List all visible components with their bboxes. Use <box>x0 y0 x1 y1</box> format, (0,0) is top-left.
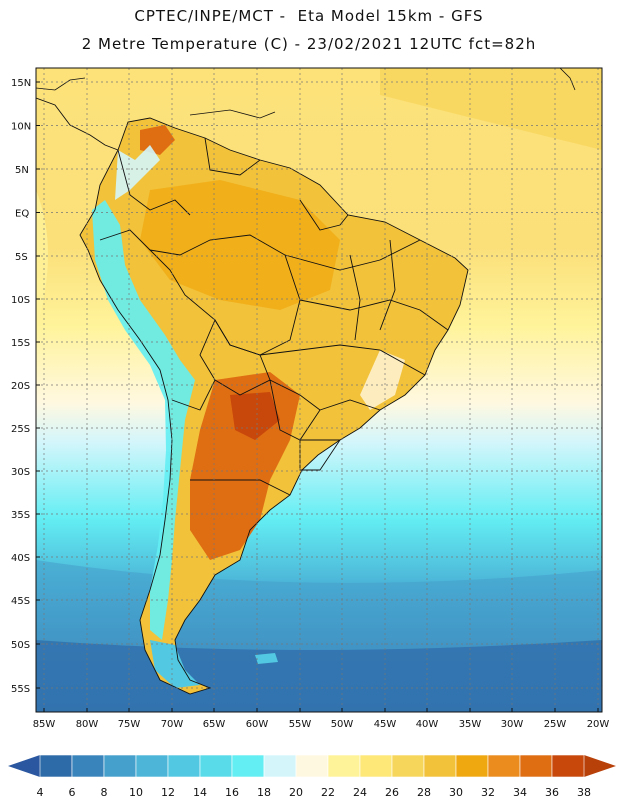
colorbar-tick-label: 36 <box>545 786 559 799</box>
colorbar-swatch <box>551 754 585 778</box>
lon-label: 65W <box>203 719 226 730</box>
lon-label: 35W <box>459 719 482 730</box>
colorbar-tick-label: 12 <box>161 786 175 799</box>
colorbar-tick-label: 8 <box>101 786 108 799</box>
colorbar-swatch <box>39 754 73 778</box>
lat-label: 5N <box>15 165 29 176</box>
colorbar-swatch <box>263 754 297 778</box>
lat-label: 10S <box>11 295 30 306</box>
colorbar-left-arrow <box>8 755 40 777</box>
colorbar-tick-label: 18 <box>257 786 271 799</box>
lat-label: 40S <box>11 553 30 564</box>
lon-label: 85W <box>33 719 56 730</box>
colorbar-swatch <box>327 754 361 778</box>
colorbar-tick-label: 6 <box>69 786 76 799</box>
colorbar-swatch <box>391 754 425 778</box>
map-title-line1: CPTEC/INPE/MCT - Eta Model 15km - GFS <box>134 7 484 25</box>
lon-label: 45W <box>374 719 397 730</box>
lon-label: 40W <box>416 719 439 730</box>
map-title-line2: 2 Metre Temperature (C) - 23/02/2021 12U… <box>81 35 537 53</box>
lat-label: 45S <box>11 596 30 607</box>
colorbar-swatch <box>167 754 201 778</box>
longitude-labels: 85W 80W 75W 70W 65W 60W 55W 50W 45W 40W … <box>33 719 610 730</box>
colorbar-right-arrow <box>584 755 616 777</box>
colorbar-swatch <box>487 754 521 778</box>
lat-label: 25S <box>11 424 30 435</box>
colorbar-swatch <box>199 754 233 778</box>
colorbar-swatch <box>295 754 329 778</box>
colorbar-tick-label: 22 <box>321 786 335 799</box>
lat-label: 5S <box>15 252 28 263</box>
lat-label: EQ <box>15 209 29 220</box>
lon-label: 60W <box>246 719 269 730</box>
graticule <box>36 68 602 712</box>
lon-label: 55W <box>289 719 312 730</box>
lon-label: 20W <box>587 719 610 730</box>
lon-label: 80W <box>76 719 99 730</box>
colorbar-swatch <box>231 754 265 778</box>
lon-label: 25W <box>544 719 567 730</box>
colorbar-swatch <box>519 754 553 778</box>
colorbar-tick-label: 10 <box>129 786 143 799</box>
colorbar-tick-label: 24 <box>353 786 367 799</box>
colorbar-tick-label: 20 <box>289 786 303 799</box>
latitude-labels: 15N 10N 5N EQ 5S 10S 15S 20S 25S 30S 35S… <box>11 78 31 695</box>
lat-label: 55S <box>11 684 30 695</box>
colorbar-swatch <box>359 754 393 778</box>
colorbar-swatch <box>455 754 489 778</box>
lat-label: 50S <box>11 640 30 651</box>
lon-label: 70W <box>161 719 184 730</box>
colorbar-tick-label: 34 <box>513 786 527 799</box>
colorbar: 4 6 8 10 12 14 16 18 20 22 24 26 28 30 32 34 36 38 <box>8 754 616 799</box>
lat-label: 15N <box>11 78 31 89</box>
country-borders <box>79 117 469 695</box>
lon-label: 75W <box>118 719 141 730</box>
colorbar-tick-label: 38 <box>577 786 591 799</box>
lat-label: 20S <box>11 381 30 392</box>
colorbar-swatch <box>71 754 105 778</box>
lat-label: 30S <box>11 467 30 478</box>
lon-label: 30W <box>501 719 524 730</box>
colorbar-tick-label: 16 <box>225 786 239 799</box>
map-frame <box>35 67 603 713</box>
colorbar-tick-label: 30 <box>449 786 463 799</box>
lat-label: 35S <box>11 510 30 521</box>
colorbar-tick-label: 28 <box>417 786 431 799</box>
colorbar-tick-label: 26 <box>385 786 399 799</box>
colorbar-tick-label: 4 <box>37 786 44 799</box>
lat-label: 15S <box>11 338 30 349</box>
colorbar-swatch <box>423 754 457 778</box>
colorbar-tick-label: 32 <box>481 786 495 799</box>
map-area <box>36 68 602 712</box>
colorbar-tick-label: 14 <box>193 786 207 799</box>
colorbar-swatch <box>135 754 169 778</box>
colorbar-swatch <box>103 754 137 778</box>
lon-label: 50W <box>331 719 354 730</box>
lat-label: 10N <box>11 122 31 133</box>
